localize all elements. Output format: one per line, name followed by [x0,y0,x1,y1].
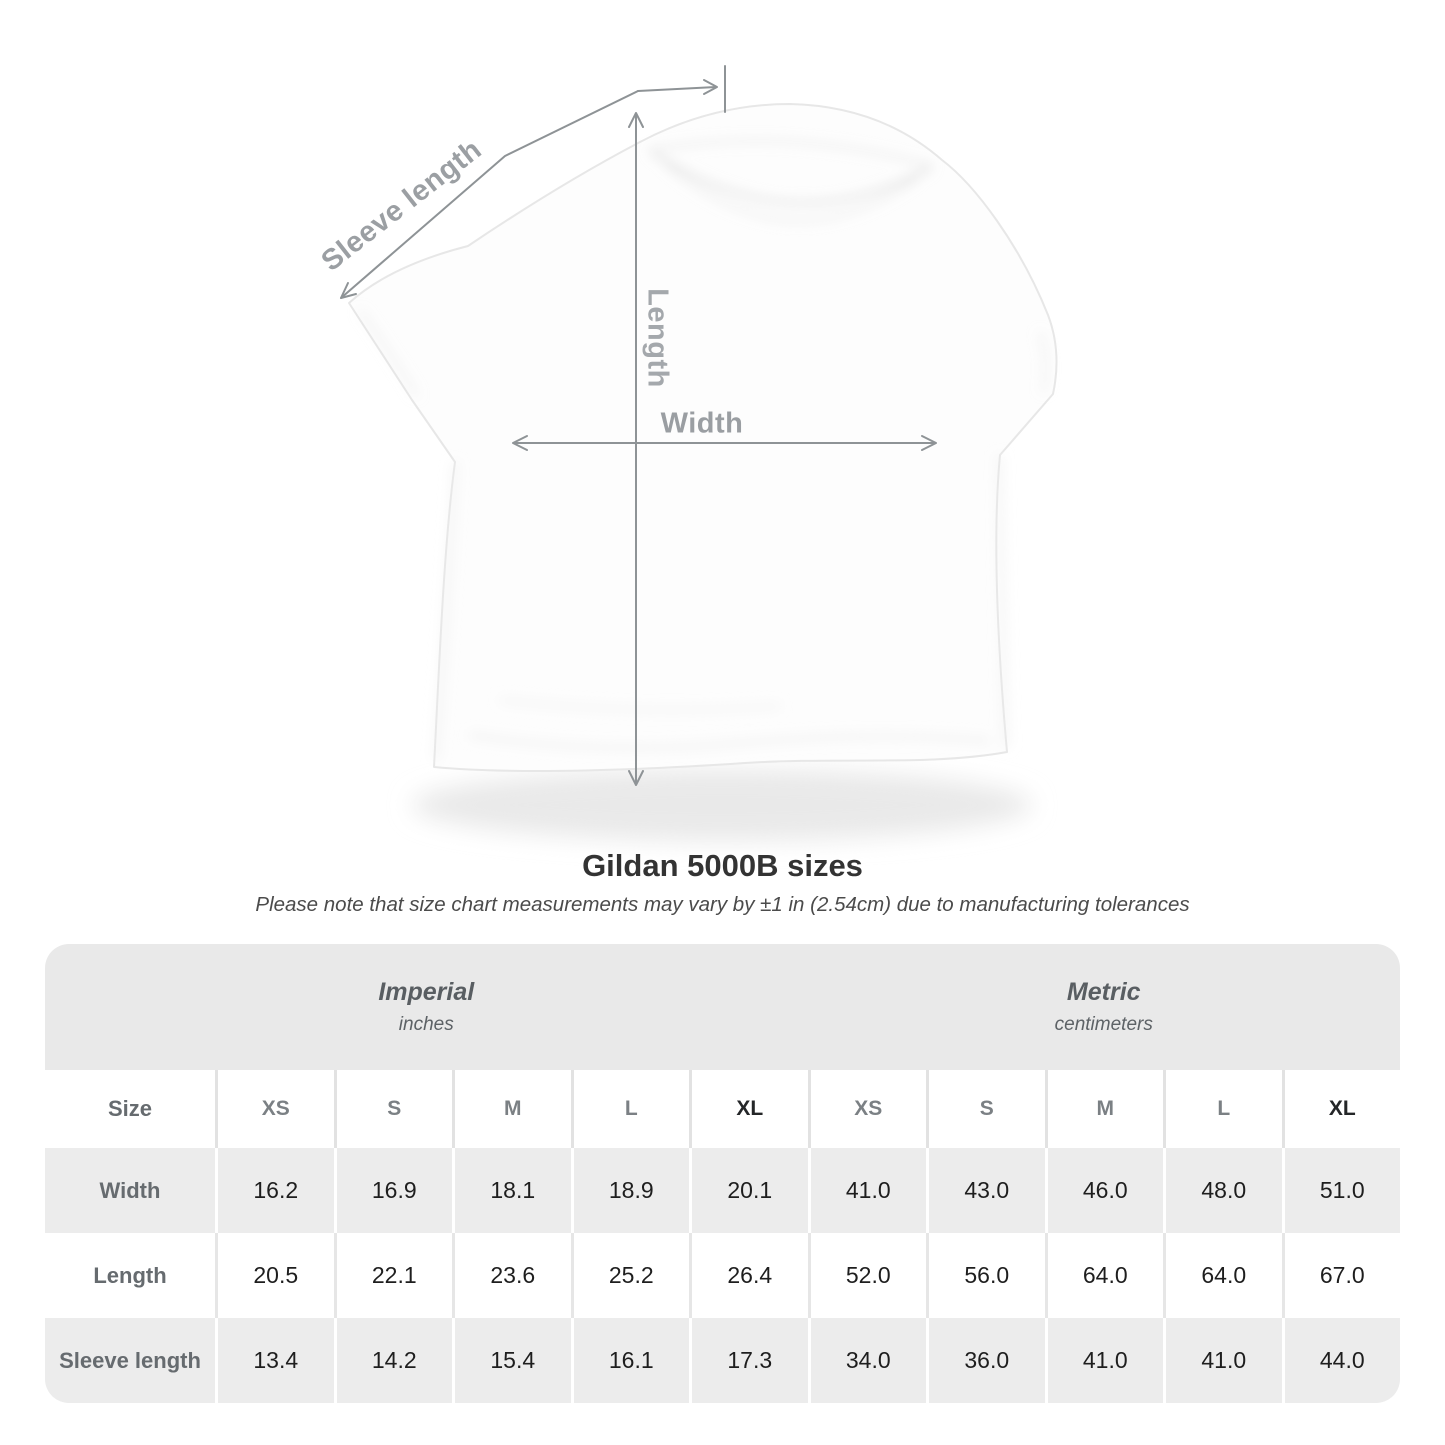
imperial-label: Imperial [378,978,475,1006]
size-col-header-metric-m: M [1044,1070,1163,1148]
length-arrow [628,112,644,786]
length-metric-xs: 52.0 [807,1233,926,1318]
length-metric-xl: 67.0 [1281,1233,1400,1318]
length-imperial-l: 25.2 [570,1233,689,1318]
length-imperial-s: 22.1 [333,1233,452,1318]
width-arrow [512,435,937,451]
length-imperial-xs: 20.5 [215,1233,334,1318]
sleeve-length-arrow [340,65,726,299]
tshirt-seams [359,140,1047,761]
length-label: Length [641,288,674,388]
shirt-shadow [412,769,1032,841]
sleeve-imperial-s: 14.2 [333,1318,452,1403]
sleeve-metric-s: 36.0 [926,1318,1045,1403]
size-col-header-imperial-xs: XS [215,1070,334,1148]
width-metric-xs: 41.0 [807,1148,926,1233]
sleeve-imperial-xs: 13.4 [215,1318,334,1403]
width-imperial-xl: 20.1 [689,1148,808,1233]
size-col-header-metric-s: S [926,1070,1045,1148]
size-col-header-imperial-m: M [452,1070,571,1148]
width-metric-l: 48.0 [1163,1148,1282,1233]
sleeve-imperial-l: 16.1 [570,1318,689,1403]
page-title: Gildan 5000B sizes [582,848,863,883]
tshirt-illustration [348,103,1058,773]
width-imperial-l: 18.9 [570,1148,689,1233]
metric-group-header: Metric centimeters [807,944,1400,1070]
tshirt-measurement-diagram [340,65,1058,841]
length-metric-l: 64.0 [1163,1233,1282,1318]
sleeve-metric-xl: 44.0 [1281,1318,1400,1403]
row-label-sleeve-length: Sleeve length [45,1318,215,1403]
sleeve-metric-l: 41.0 [1163,1318,1282,1403]
length-imperial-m: 23.6 [452,1233,571,1318]
sleeve-imperial-m: 15.4 [452,1318,571,1403]
row-label-length: Length [45,1233,215,1318]
size-header-label: Size [45,1070,215,1148]
size-col-header-metric-xl: XL [1281,1070,1400,1148]
size-col-header-imperial-l: L [570,1070,689,1148]
length-imperial-xl: 26.4 [689,1233,808,1318]
metric-label: Metric [1066,978,1141,1006]
length-metric-m: 64.0 [1044,1233,1163,1318]
tolerance-note: Please note that size chart measurements… [255,893,1190,916]
size-col-header-imperial-xl: XL [689,1070,808,1148]
width-imperial-m: 18.1 [452,1148,571,1233]
width-metric-s: 43.0 [926,1148,1045,1233]
size-col-header-metric-l: L [1163,1070,1282,1148]
width-label: Width [660,407,744,440]
sleeve-metric-m: 41.0 [1044,1318,1163,1403]
size-col-header-metric-xs: XS [807,1070,926,1148]
sleeve-imperial-xl: 17.3 [689,1318,808,1403]
imperial-unit: inches [398,1014,454,1035]
width-imperial-s: 16.9 [333,1148,452,1233]
row-label-width: Width [45,1148,215,1233]
width-imperial-xs: 16.2 [215,1148,334,1233]
imperial-group-header: Imperial inches [45,944,808,1070]
size-col-header-imperial-s: S [333,1070,452,1148]
sleeve-metric-xs: 34.0 [807,1318,926,1403]
size-table: Imperial inches Metric centimeters Size … [45,944,1400,1403]
metric-unit: centimeters [1054,1014,1153,1035]
width-metric-m: 46.0 [1044,1148,1163,1233]
length-metric-s: 56.0 [926,1233,1045,1318]
width-metric-xl: 51.0 [1281,1148,1400,1233]
